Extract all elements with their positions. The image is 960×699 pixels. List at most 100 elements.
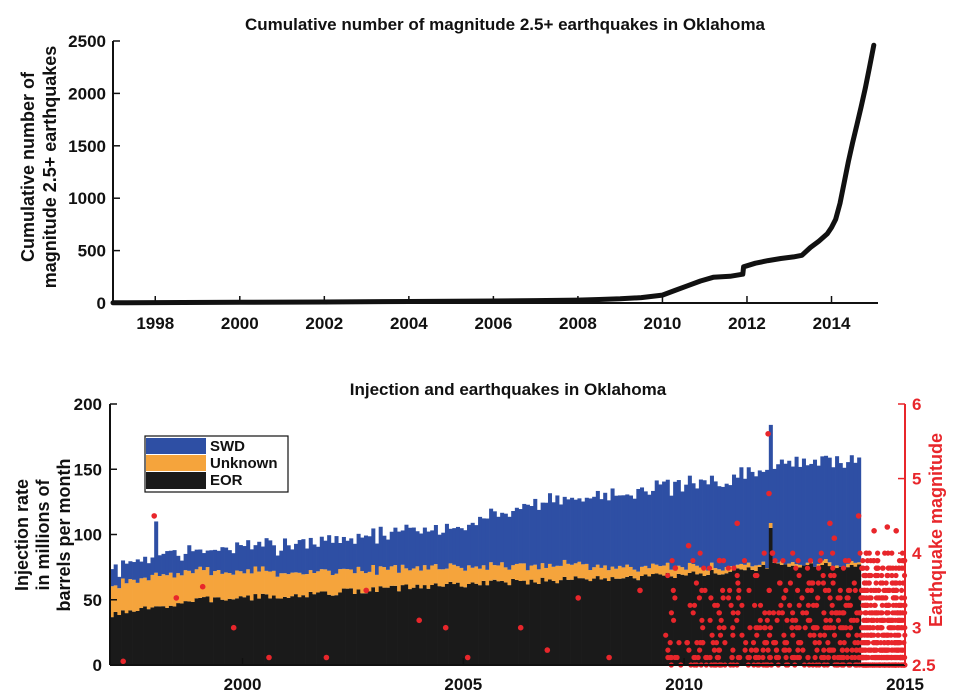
bar-swd	[743, 478, 748, 565]
bar-unknown	[507, 569, 512, 586]
bar-swd	[441, 532, 446, 570]
earthquake-point	[701, 565, 707, 571]
earthquake-point	[796, 602, 802, 608]
earthquake-point	[818, 550, 824, 556]
bar-eor	[754, 570, 759, 665]
earthquake-point	[750, 640, 757, 646]
earthquake-point	[875, 632, 881, 638]
bar-swd	[400, 530, 405, 565]
legend-label-unknown: Unknown	[210, 455, 278, 472]
earthquake-point	[885, 550, 891, 556]
earthquake-point	[730, 632, 736, 638]
bar-unknown	[121, 578, 126, 611]
bar-swd	[551, 502, 556, 567]
earthquake-point	[888, 632, 894, 638]
earthquake-point	[829, 610, 835, 616]
bar-swd	[614, 495, 619, 569]
bar-swd	[706, 484, 711, 571]
earthquake-point	[807, 558, 814, 564]
bar-eor	[562, 576, 567, 665]
bar-unknown	[632, 569, 637, 579]
bar-swd	[297, 540, 302, 573]
bar-eor	[268, 598, 273, 665]
bar-swd	[496, 516, 501, 566]
bar-unknown	[323, 569, 328, 592]
earthquake-point	[735, 610, 741, 616]
bar-swd	[455, 526, 460, 567]
earthquake-point	[835, 617, 842, 623]
bar-swd	[713, 481, 718, 569]
earthquake-point	[860, 595, 866, 601]
magnitude-tick-label: 5	[912, 470, 921, 489]
earthquake-point	[802, 625, 808, 631]
earthquake-point	[807, 632, 813, 638]
earthquake-point	[716, 647, 722, 653]
earthquake-point	[790, 610, 796, 616]
bar-unknown	[533, 564, 538, 583]
bar-swd	[375, 543, 380, 575]
earthquake-point	[812, 640, 818, 646]
bar-unknown	[216, 570, 221, 598]
bar-eor	[566, 579, 571, 665]
bar-unknown	[190, 573, 195, 602]
earthquake-point	[895, 647, 901, 653]
bar-swd	[669, 495, 674, 570]
earthquake-point	[765, 431, 771, 437]
bar-eor	[338, 592, 343, 665]
bar-swd	[636, 488, 641, 572]
bar-eor	[176, 603, 181, 665]
earthquake-point	[816, 640, 822, 646]
legend-swatch-unknown	[146, 455, 206, 471]
bar-unknown	[577, 561, 582, 579]
bar-eor	[216, 597, 221, 665]
bar-swd	[757, 470, 762, 565]
bar-unknown	[640, 566, 645, 577]
bar-swd	[676, 480, 681, 566]
earthquake-point	[772, 558, 778, 564]
cumulative-y-tick-label: 2000	[68, 84, 106, 103]
bar-swd	[463, 530, 468, 571]
earthquake-point	[766, 490, 772, 497]
earthquake-point	[833, 610, 839, 616]
bar-swd	[783, 463, 788, 565]
earthquake-point	[820, 572, 826, 579]
earthquake-point	[830, 580, 836, 586]
injection-y-label-line-2: in millions of	[33, 478, 53, 590]
earthquake-point	[707, 617, 713, 623]
bar-swd	[761, 471, 766, 562]
bar-swd	[367, 536, 372, 572]
earthquake-points	[120, 431, 908, 668]
earthquake-point	[879, 610, 885, 616]
earthquake-point	[686, 647, 692, 653]
bar-unknown	[654, 564, 659, 574]
cumulative-y-tick-label: 1000	[68, 189, 106, 208]
bar-eor	[518, 581, 523, 665]
bar-eor	[312, 594, 317, 665]
magnitude-axis-label: Earthquake magnitude	[926, 433, 946, 627]
earthquake-point	[837, 654, 843, 661]
bar-eor	[474, 583, 479, 665]
bar-eor	[842, 568, 847, 665]
earthquake-point	[790, 550, 796, 556]
bar-swd	[275, 555, 280, 577]
bar-unknown	[768, 523, 773, 528]
earthquake-point	[803, 610, 810, 616]
bar-eor	[617, 578, 622, 665]
bar-swd	[559, 504, 564, 566]
earthquake-point	[811, 632, 817, 638]
bar-unknown	[798, 564, 803, 568]
bar-unknown	[110, 586, 115, 618]
bar-eor	[297, 597, 302, 665]
bar-unknown	[220, 573, 225, 600]
bar-swd	[408, 527, 413, 571]
bar-eor	[224, 600, 229, 665]
bar-swd	[312, 544, 317, 574]
bar-swd	[547, 493, 553, 564]
earthquake-point	[884, 524, 891, 530]
bar-eor	[275, 598, 280, 665]
bar-unknown	[408, 570, 413, 590]
bar-unknown	[551, 566, 556, 581]
bar-swd	[776, 464, 781, 563]
bar-eor	[640, 576, 645, 665]
bar-unknown	[584, 563, 589, 580]
